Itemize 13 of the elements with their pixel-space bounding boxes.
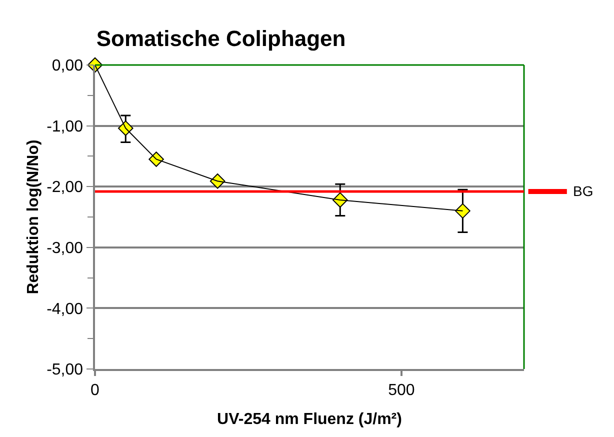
x-tick-label: 0 [90, 382, 100, 399]
chart-title: Somatische Coliphagen [96, 26, 346, 51]
y-tick-label: -2,00 [46, 179, 84, 196]
y-tick-label: 0,00 [52, 58, 84, 75]
x-axis-title: UV-254 nm Fluenz (J/m²) [217, 411, 402, 428]
y-tick-label: -3,00 [46, 240, 84, 257]
point [455, 203, 470, 219]
y-tick-label: -5,00 [46, 362, 84, 379]
x-tick-label: 500 [388, 382, 415, 399]
y-tick-label: -4,00 [46, 300, 84, 318]
ref-line-label: BG [573, 183, 594, 199]
y-axis-title: Reduktion log(N/No) [24, 140, 42, 294]
y-tick-label: -1,00 [46, 118, 84, 136]
